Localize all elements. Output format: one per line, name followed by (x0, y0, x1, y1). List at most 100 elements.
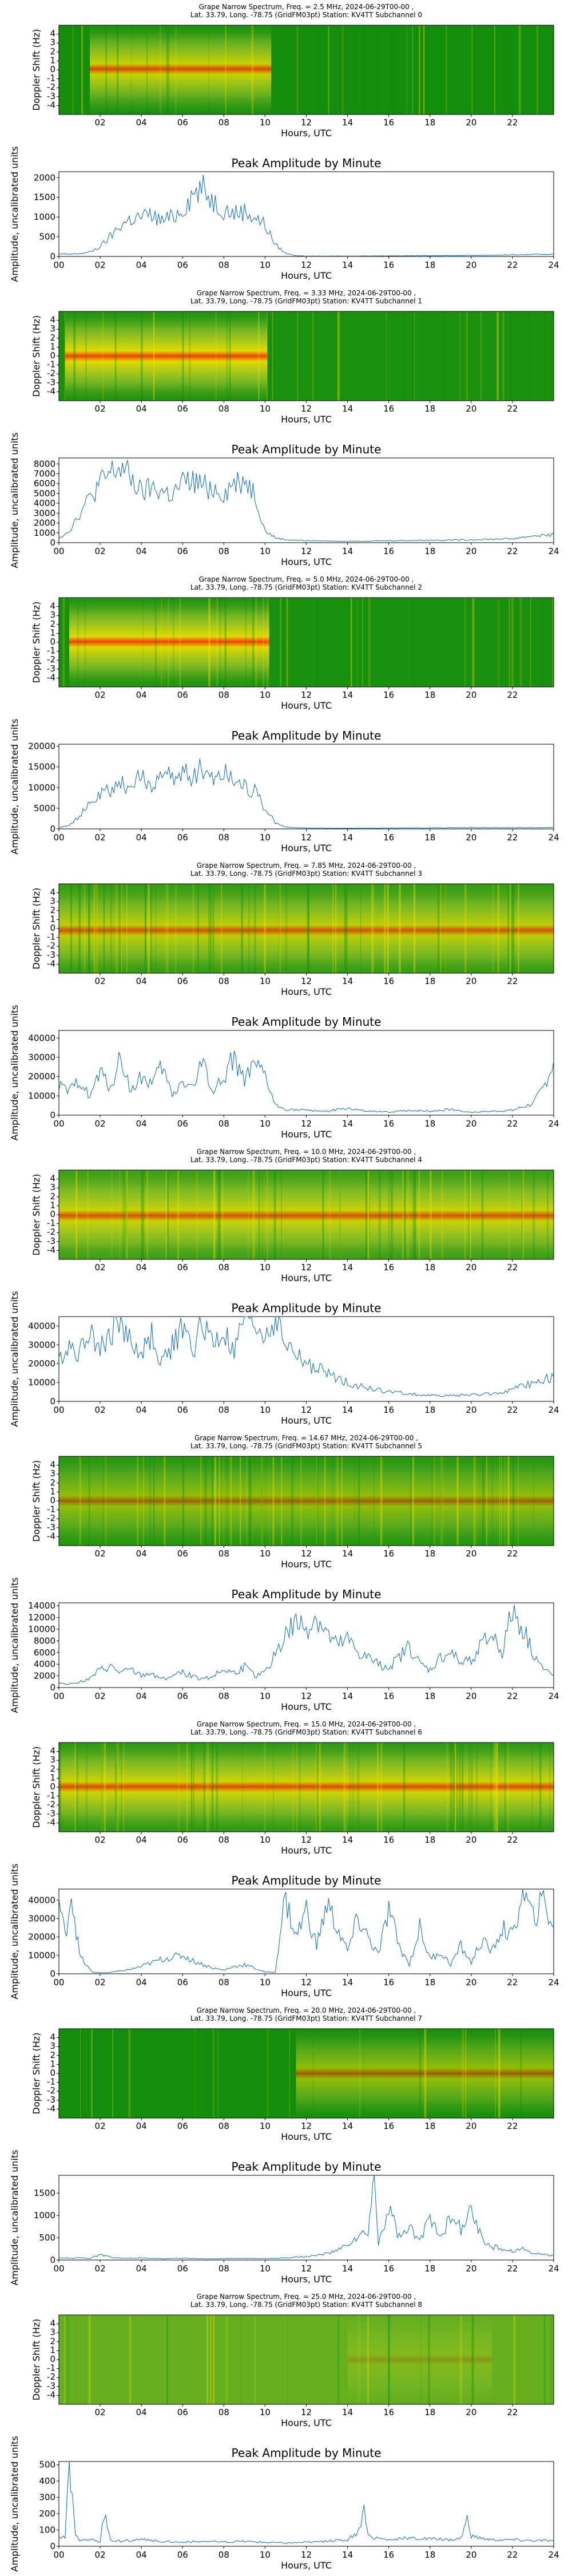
spectrogram-streak (350, 598, 352, 687)
spectrogram-streak (220, 1170, 221, 1259)
x-tick-label: 22 (507, 690, 518, 700)
spectrogram-streak (206, 2315, 209, 2404)
x-tick-label: 04 (136, 404, 147, 414)
x-tick-label: 14 (342, 1548, 353, 1559)
spectrogram-streak (543, 2315, 546, 2404)
spectrogram-streak (211, 1456, 213, 1546)
spectrogram-streak (113, 884, 114, 973)
spectrogram-streak (403, 1170, 406, 1259)
y-tick-label: 500 (39, 232, 55, 242)
x-tick-label: 08 (219, 546, 229, 556)
y-tick-label: -1 (47, 2363, 55, 2373)
x-tick-label: 20 (466, 117, 476, 128)
x-tick-label: 06 (177, 1405, 188, 1415)
y-axis-label: Amplitude, uncalibrated units (9, 2436, 20, 2571)
spectrogram-streak (299, 1743, 301, 1832)
spectrogram-streak (248, 1456, 251, 1546)
spectrogram-streak (541, 598, 543, 687)
x-tick-label: 14 (342, 1977, 353, 1988)
spectrogram-streak (364, 25, 366, 114)
spectrogram-streak (268, 311, 271, 401)
y-tick-label: 1 (50, 1772, 55, 1783)
spectrogram-streak (316, 598, 319, 687)
x-tick-label: 20 (466, 976, 476, 986)
amplitude-frame (58, 1602, 554, 1688)
x-tick-label: 06 (177, 1119, 188, 1129)
y-tick-label: -2 (47, 1513, 55, 1523)
amplitude-title: Peak Amplitude by Minute (232, 2160, 382, 2174)
spectrum-title-line: Grape Narrow Spectrum, Freq. = 25.0 MHz,… (197, 2293, 416, 2301)
spectrum-title-line: Lat. 33.79, Long. -78.75 (GridFM03pt) St… (190, 583, 422, 591)
x-tick-label: 10 (260, 260, 271, 270)
spectrogram-streak (462, 2029, 464, 2118)
x-tick-label: 04 (136, 2407, 147, 2417)
y-tick-label: 3 (50, 1755, 55, 1765)
x-tick-label: 20 (466, 404, 476, 414)
x-tick-label: 12 (301, 2121, 312, 2131)
spectrogram-streak (387, 884, 389, 973)
x-tick-label: 00 (53, 260, 64, 270)
y-tick-label: -4 (47, 672, 55, 682)
x-tick-label: 14 (342, 546, 353, 556)
spectrogram-streak (206, 1743, 209, 1832)
x-tick-label: 08 (219, 260, 229, 270)
y-tick-label: 6000 (34, 1647, 55, 1658)
spectrogram-streak (437, 884, 440, 973)
spectrogram-streak (216, 2029, 219, 2118)
spectrogram-streak (270, 311, 272, 401)
y-tick-label: 0 (50, 637, 55, 647)
spectrogram-streak (552, 25, 554, 114)
spectrogram-streak (440, 884, 441, 973)
x-tick-label: 18 (424, 2263, 435, 2274)
x-tick-label: 14 (342, 1262, 353, 1273)
x-tick-label: 14 (342, 1835, 353, 1845)
spectrogram-streak (248, 884, 250, 973)
x-axis-label: Hours, UTC (281, 270, 332, 281)
spectrogram-streak (412, 1170, 415, 1259)
y-tick-label: 4 (50, 1460, 55, 1470)
x-tick-label: 02 (95, 1835, 106, 1845)
y-tick-label: 0 (50, 1110, 55, 1120)
y-tick-label: 2 (50, 1764, 55, 1774)
spectrogram-streak (387, 2315, 390, 2404)
spectrogram-streak (486, 1456, 488, 1546)
x-tick-label: 18 (424, 1262, 435, 1273)
spectrogram-streak (118, 884, 121, 973)
spectrogram-streak (418, 25, 420, 114)
spectrogram-streak (414, 311, 415, 401)
x-axis-label: Hours, UTC (281, 556, 332, 567)
x-tick-label: 02 (95, 690, 106, 700)
x-tick-label: 00 (53, 1119, 64, 1129)
x-tick-label: 20 (466, 260, 476, 270)
y-tick-label: -4 (47, 386, 55, 396)
y-tick-label: 20000 (28, 741, 55, 752)
spectrogram-streak (88, 2315, 91, 2404)
spectrogram-streak (335, 884, 337, 973)
x-tick-label: 18 (424, 117, 435, 128)
spectrogram-streak (141, 1170, 144, 1259)
x-tick-label: 20 (466, 2263, 476, 2274)
spectrum-title-line: Lat. 33.79, Long. -78.75 (GridFM03pt) St… (190, 11, 422, 19)
x-tick-label: 10 (260, 2263, 271, 2274)
spectrogram-streak (283, 598, 284, 687)
x-tick-label: 24 (548, 260, 559, 270)
x-tick-label: 06 (177, 1548, 188, 1559)
x-tick-label: 12 (301, 690, 312, 700)
x-tick-label: 10 (260, 1119, 271, 1129)
x-tick-label: 06 (177, 976, 188, 986)
x-tick-label: 04 (136, 1262, 147, 1273)
x-tick-label: 14 (342, 404, 353, 414)
y-tick-label: -2 (47, 2085, 55, 2096)
spectrogram-streak (230, 1456, 231, 1546)
x-tick-label: 10 (260, 832, 271, 843)
y-axis-label: Amplitude, uncalibrated units (9, 718, 20, 854)
y-tick-label: 3 (50, 610, 55, 620)
x-tick-label: 16 (383, 1548, 394, 1559)
spectrogram-streak (511, 598, 514, 687)
x-tick-label: 12 (301, 1977, 312, 1988)
y-tick-label: 8000 (34, 1635, 55, 1646)
spectrogram-streak (142, 1170, 145, 1259)
spectrogram-streak (74, 1743, 77, 1832)
x-tick-label: 02 (95, 1262, 106, 1273)
